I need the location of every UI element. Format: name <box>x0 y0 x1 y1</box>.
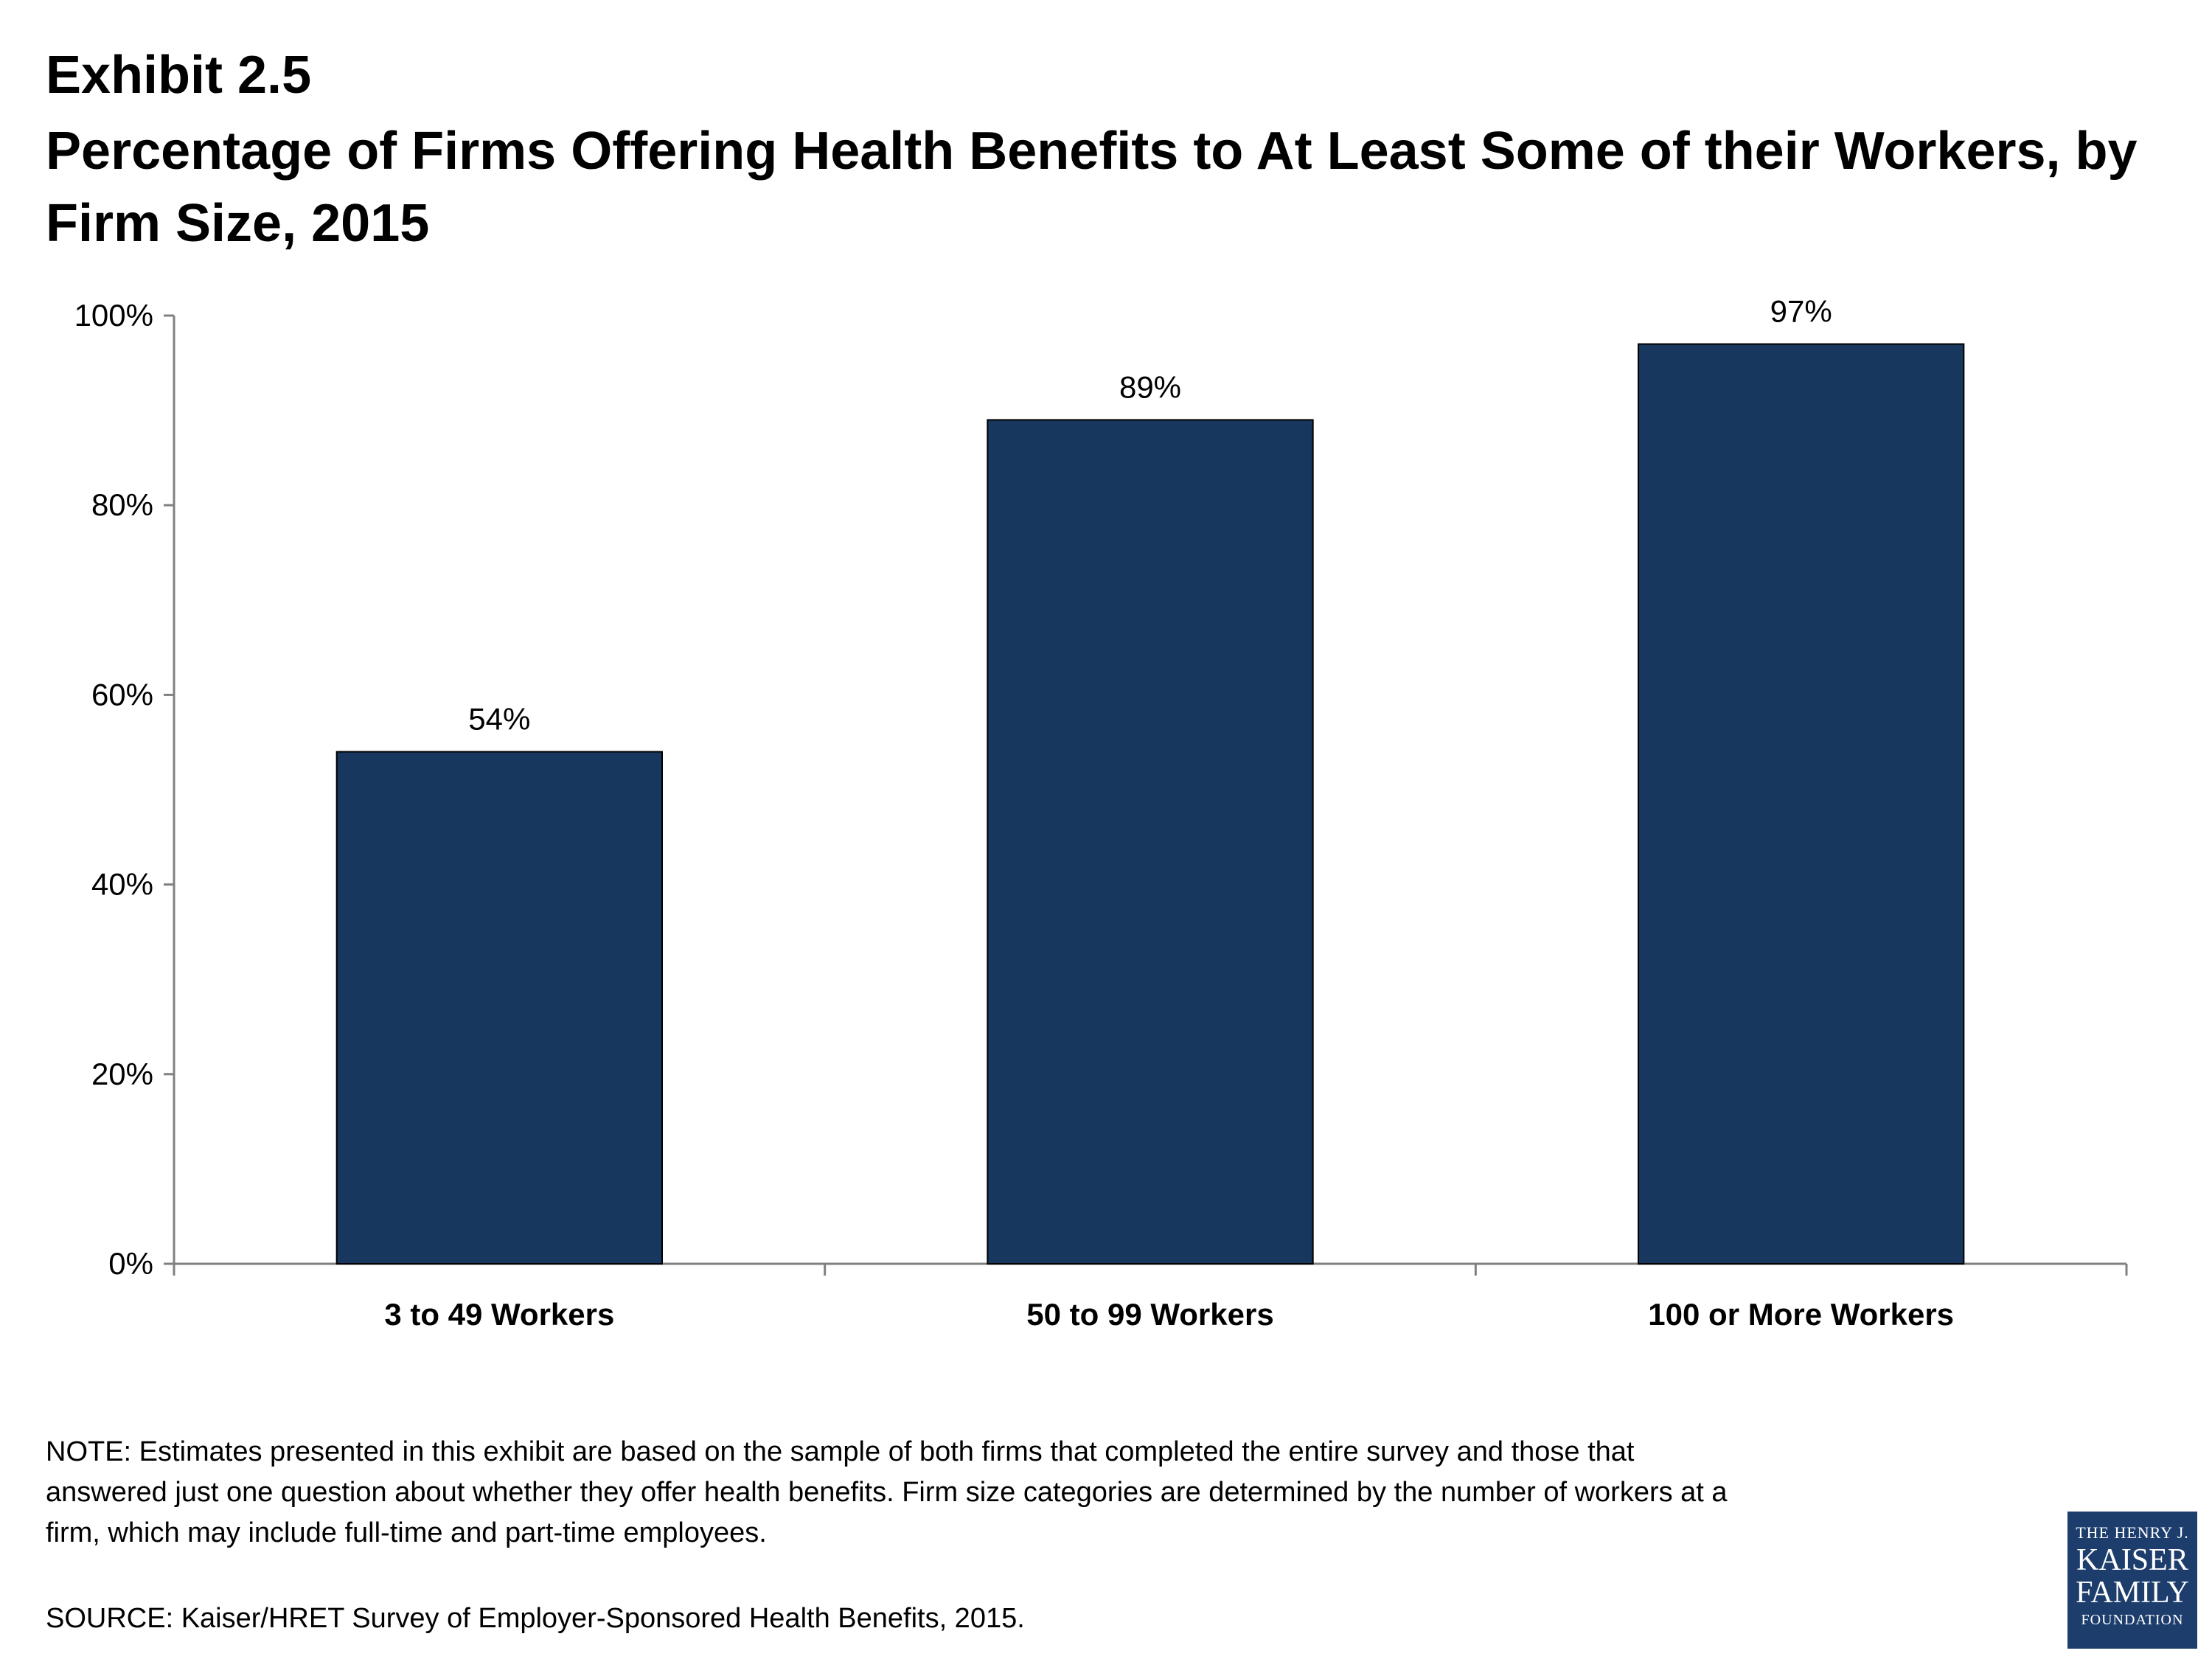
y-tick-label: 100% <box>74 298 153 333</box>
y-tick-label: 60% <box>91 677 153 712</box>
bar <box>987 419 1314 1265</box>
x-axis: 3 to 49 Workers 50 to 99 Workers 100 or Mo… <box>173 1262 2128 1332</box>
x-category-label: 100 or More Workers <box>1648 1297 1954 1332</box>
logo-line-4: FOUNDATION <box>2081 1612 2184 1628</box>
bars <box>335 343 1965 1265</box>
kaiser-family-foundation-logo: THE HENRY J. KAISER FAMILY FOUNDATION <box>2067 1512 2197 1649</box>
chart-title: Percentage of Firms Offering Health Bene… <box>46 122 2138 253</box>
bar-value-label: 89% <box>1119 369 1181 404</box>
bar-chart: 0% 20% 40% 60% 80% 100% 3 to 49 Workers 50 to … <box>74 294 2128 1332</box>
x-category-label: 50 to 99 Workers <box>1026 1297 1273 1332</box>
y-tick-label: 80% <box>91 487 153 522</box>
y-tick-label: 40% <box>91 867 153 902</box>
logo-line-1: THE HENRY J. <box>2076 1523 2189 1542</box>
x-category-label: 3 to 49 Workers <box>384 1297 614 1332</box>
bar <box>1638 343 1965 1265</box>
logo-line-3: FAMILY <box>2076 1576 2189 1610</box>
chart-note: NOTE: Estimates presented in this exhibi… <box>46 1436 1728 1548</box>
y-axis: 0% 20% 40% 60% 80% 100% <box>74 298 175 1281</box>
exhibit-number: Exhibit 2.5 <box>46 46 312 105</box>
y-tick-label: 20% <box>91 1057 153 1091</box>
data-labels: 54% 89% 97% <box>468 294 1832 737</box>
bar-value-label: 54% <box>468 702 530 737</box>
y-tick-label: 0% <box>108 1246 153 1281</box>
bar <box>335 751 663 1265</box>
chart-source: SOURCE: Kaiser/HRET Survey of Employer-S… <box>46 1603 1025 1634</box>
bar-value-label: 97% <box>1770 294 1832 329</box>
logo-line-2: KAISER <box>2076 1543 2188 1577</box>
